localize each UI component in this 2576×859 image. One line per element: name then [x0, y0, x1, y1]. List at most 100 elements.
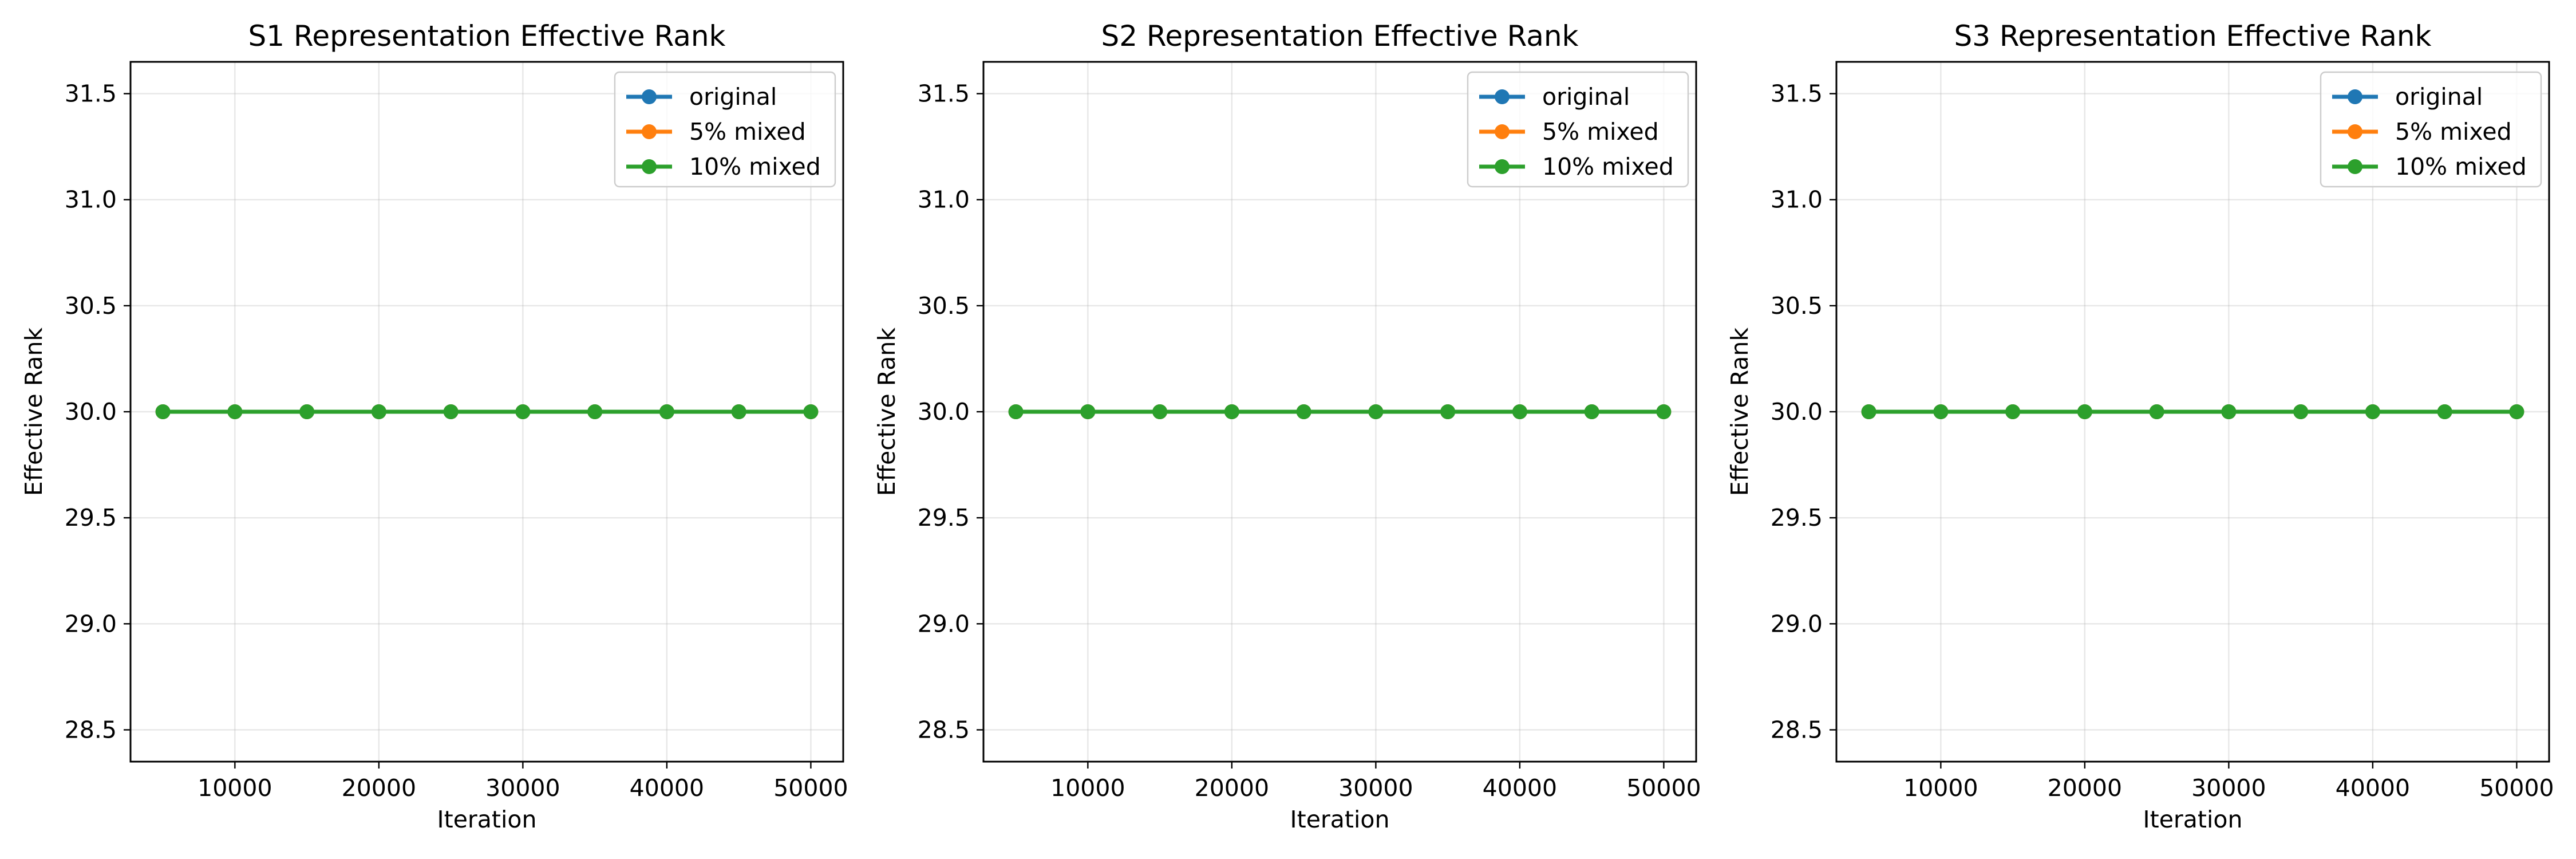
- legend-swatch-marker: [642, 89, 657, 104]
- data-point: [227, 404, 243, 419]
- x-tick-label: 10000: [1050, 774, 1125, 802]
- data-point: [2509, 404, 2524, 419]
- x-tick-label: 20000: [2048, 774, 2122, 802]
- legend: original 5% mixed 10% mixed: [2320, 71, 2542, 188]
- chart-title: S3 Representation Effective Rank: [1954, 19, 2431, 53]
- data-point: [2365, 404, 2380, 419]
- data-point: [1368, 404, 1384, 419]
- legend-swatch-marker: [642, 159, 657, 174]
- data-point: [1224, 404, 1239, 419]
- x-tick-label: 30000: [1338, 774, 1413, 802]
- legend-label: original: [1542, 83, 1630, 111]
- x-tick-label: 20000: [342, 774, 416, 802]
- x-axis-label: Iteration: [437, 806, 537, 833]
- legend-swatch-marker: [1495, 89, 1510, 104]
- data-point: [1008, 404, 1024, 419]
- x-tick-label: 30000: [2191, 774, 2266, 802]
- chart-panel-2: 10000 20000 30000 40000 50000 28.5 29.0 29.5 30.…: [873, 19, 1701, 833]
- data-point: [1861, 404, 1876, 419]
- data-point: [803, 404, 819, 419]
- data-point: [299, 404, 315, 419]
- x-tick-label: 40000: [1483, 774, 1557, 802]
- x-tick-label: 30000: [485, 774, 560, 802]
- y-tick-label: 29.0: [1771, 610, 1823, 637]
- legend: original 5% mixed 10% mixed: [614, 71, 836, 188]
- chart-title: S1 Representation Effective Rank: [248, 19, 725, 53]
- data-point: [2149, 404, 2164, 419]
- y-tick-label: 30.5: [1771, 292, 1823, 320]
- data-point: [1933, 404, 1949, 419]
- legend-label: 10% mixed: [689, 153, 821, 180]
- y-axis-label: Effective Rank: [20, 328, 48, 497]
- x-axis-label: Iteration: [2143, 806, 2243, 833]
- y-tick-label: 30.5: [918, 292, 970, 320]
- legend-swatch-marker: [2348, 89, 2362, 104]
- x-tick-label: 40000: [630, 774, 704, 802]
- x-tick-label: 10000: [197, 774, 272, 802]
- data-point: [1296, 404, 1311, 419]
- data-point: [2293, 404, 2309, 419]
- x-tick-label: 50000: [1626, 774, 1701, 802]
- y-tick-label: 28.5: [1771, 716, 1823, 743]
- data-point: [587, 404, 603, 419]
- legend-swatch-marker: [642, 124, 657, 139]
- data-point: [731, 404, 746, 419]
- legend-label: original: [689, 83, 777, 111]
- data-point: [1152, 404, 1168, 419]
- data-point: [1440, 404, 1456, 419]
- data-point: [2005, 404, 2021, 419]
- y-tick-label: 28.5: [918, 716, 970, 743]
- legend-label: 5% mixed: [1542, 118, 1659, 145]
- data-point: [2221, 404, 2237, 419]
- y-tick-label: 31.5: [1771, 80, 1823, 108]
- legend-box: [1467, 71, 1689, 188]
- y-tick-label: 30.5: [65, 292, 117, 320]
- legend-box: [614, 71, 836, 188]
- data-point: [371, 404, 386, 419]
- legend-box: [2320, 71, 2542, 188]
- data-point: [1512, 404, 1527, 419]
- y-tick-label: 29.0: [918, 610, 970, 637]
- legend-label: 10% mixed: [2395, 153, 2527, 180]
- legend-swatch-marker: [2348, 159, 2362, 174]
- legend-swatch-marker: [1495, 159, 1510, 174]
- y-axis-label: Effective Rank: [873, 328, 900, 497]
- data-point: [155, 404, 171, 419]
- y-tick-label: 31.0: [918, 186, 970, 214]
- data-point: [1656, 404, 1672, 419]
- chart-panel-1: 10000 20000 30000 40000 50000 28.5 29.0 29.5 30.…: [20, 19, 848, 833]
- legend-label: 10% mixed: [1542, 153, 1674, 180]
- x-tick-label: 50000: [2479, 774, 2554, 802]
- y-tick-label: 28.5: [65, 716, 117, 743]
- legend-label: 5% mixed: [2395, 118, 2512, 145]
- data-point: [659, 404, 674, 419]
- y-tick-label: 31.5: [65, 80, 117, 108]
- data-point: [2077, 404, 2092, 419]
- legend-label: original: [2395, 83, 2483, 111]
- y-tick-label: 29.5: [1771, 504, 1823, 531]
- y-tick-label: 29.5: [65, 504, 117, 531]
- y-tick-label: 31.5: [918, 80, 970, 108]
- x-tick-label: 50000: [773, 774, 848, 802]
- y-tick-label: 29.0: [65, 610, 117, 637]
- legend-swatch-marker: [2348, 124, 2362, 139]
- data-point: [1080, 404, 1096, 419]
- x-tick-label: 20000: [1195, 774, 1269, 802]
- legend-label: 5% mixed: [689, 118, 806, 145]
- legend: original 5% mixed 10% mixed: [1467, 71, 1689, 188]
- y-tick-label: 30.0: [1771, 398, 1823, 425]
- x-tick-label: 40000: [2336, 774, 2410, 802]
- legend-swatch-marker: [1495, 124, 1510, 139]
- y-tick-label: 30.0: [65, 398, 117, 425]
- chart-title: S2 Representation Effective Rank: [1101, 19, 1578, 53]
- y-tick-label: 30.0: [918, 398, 970, 425]
- y-axis-label: Effective Rank: [1726, 328, 1753, 497]
- data-point: [2437, 404, 2452, 419]
- data-point: [1584, 404, 1599, 419]
- y-tick-label: 29.5: [918, 504, 970, 531]
- y-tick-label: 31.0: [1771, 186, 1823, 214]
- y-tick-label: 31.0: [65, 186, 117, 214]
- x-axis-label: Iteration: [1290, 806, 1390, 833]
- x-tick-label: 10000: [1903, 774, 1978, 802]
